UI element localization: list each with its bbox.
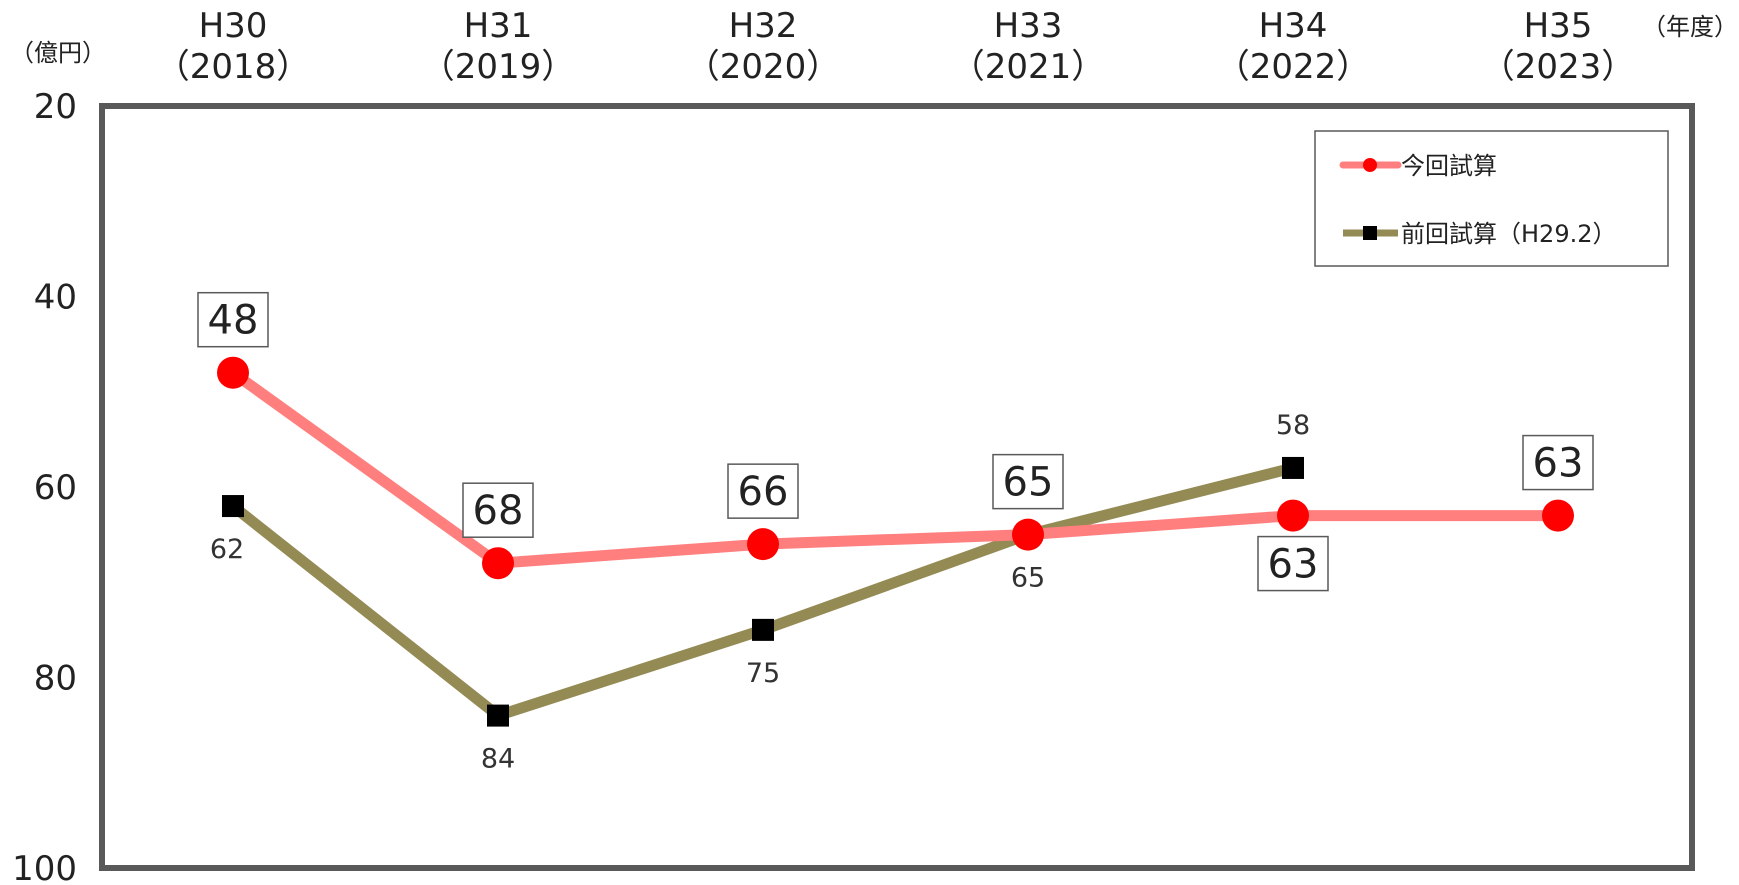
- data-point-marker: [217, 356, 249, 389]
- x-tick-label-year: （2020）: [686, 47, 841, 87]
- data-label: 75: [746, 658, 780, 689]
- legend: 今回試算 前回試算（H29.2）: [1314, 130, 1669, 267]
- y-tick-label: 60: [34, 468, 77, 508]
- data-label: 65: [1003, 460, 1054, 506]
- data-label: 84: [481, 744, 515, 775]
- legend-marker-previous: [1363, 226, 1377, 240]
- series-markers: [217, 356, 1574, 727]
- x-tick-label-year: （2023）: [1481, 47, 1636, 87]
- legend-item-current: 今回試算: [1339, 152, 1497, 180]
- legend-marker-current: [1363, 158, 1377, 172]
- data-label: 62: [210, 534, 244, 565]
- x-tick-label-era: H34: [1259, 6, 1328, 46]
- data-label: 68: [473, 488, 524, 534]
- data-point-marker: [1012, 518, 1044, 551]
- y-axis-unit-label: （億円）: [10, 39, 106, 67]
- x-tick-label-era: H32: [729, 6, 798, 46]
- data-point-marker: [1277, 499, 1309, 532]
- data-point-marker: [487, 704, 509, 727]
- y-axis-ticks: 20 40 60 80 100: [12, 87, 77, 885]
- y-tick-label: 80: [34, 659, 77, 699]
- data-point-marker: [1282, 456, 1304, 479]
- legend-label-current: 今回試算: [1401, 152, 1497, 180]
- data-label: 63: [1533, 441, 1584, 487]
- legend-label-previous: 前回試算（H29.2）: [1401, 220, 1616, 248]
- data-label: 63: [1268, 542, 1319, 588]
- legend-box: [1314, 130, 1669, 267]
- data-label-box: [462, 482, 534, 538]
- x-tick-label-era: H33: [994, 6, 1063, 46]
- x-axis-unit-label: （年度）: [1642, 13, 1738, 41]
- data-label: 48: [208, 298, 259, 344]
- data-label: 65: [1011, 563, 1045, 594]
- data-label-box: [1257, 535, 1329, 592]
- data-label-box: [1522, 434, 1594, 491]
- data-label: 58: [1276, 410, 1310, 441]
- x-tick-label-era: H35: [1524, 6, 1593, 46]
- x-tick-label-year: （2021）: [951, 47, 1106, 87]
- plot-area-frame: [99, 103, 1695, 871]
- y-tick-label: 40: [34, 278, 77, 318]
- x-tick-label-year: （2019）: [421, 47, 576, 87]
- x-tick-label-era: H30: [199, 6, 268, 46]
- data-label-box: [992, 453, 1064, 510]
- y-tick-label: 20: [34, 87, 77, 127]
- y-tick-label: 100: [12, 849, 77, 885]
- data-point-marker: [752, 618, 774, 641]
- data-label: 66: [738, 469, 789, 515]
- legend-item-previous: 前回試算（H29.2）: [1343, 220, 1616, 248]
- data-label-box: [727, 463, 799, 519]
- data-label-box: [197, 291, 269, 348]
- data-point-marker: [1542, 499, 1574, 532]
- data-labels: 48 68 66 65 63 63 62 84 75 65 58: [197, 291, 1594, 775]
- series-lines: [227, 367, 1564, 722]
- x-tick-label-era: H31: [464, 6, 533, 46]
- data-point-marker: [222, 495, 244, 518]
- x-axis-ticks: H30（2018）H31（2019）H32（2020）H33（2021）H34（…: [156, 6, 1636, 87]
- data-point-marker: [747, 528, 779, 561]
- data-point-marker: [482, 547, 514, 580]
- x-tick-label-year: （2022）: [1216, 47, 1371, 87]
- x-tick-label-year: （2018）: [156, 47, 311, 87]
- series-line-0: [227, 367, 1564, 569]
